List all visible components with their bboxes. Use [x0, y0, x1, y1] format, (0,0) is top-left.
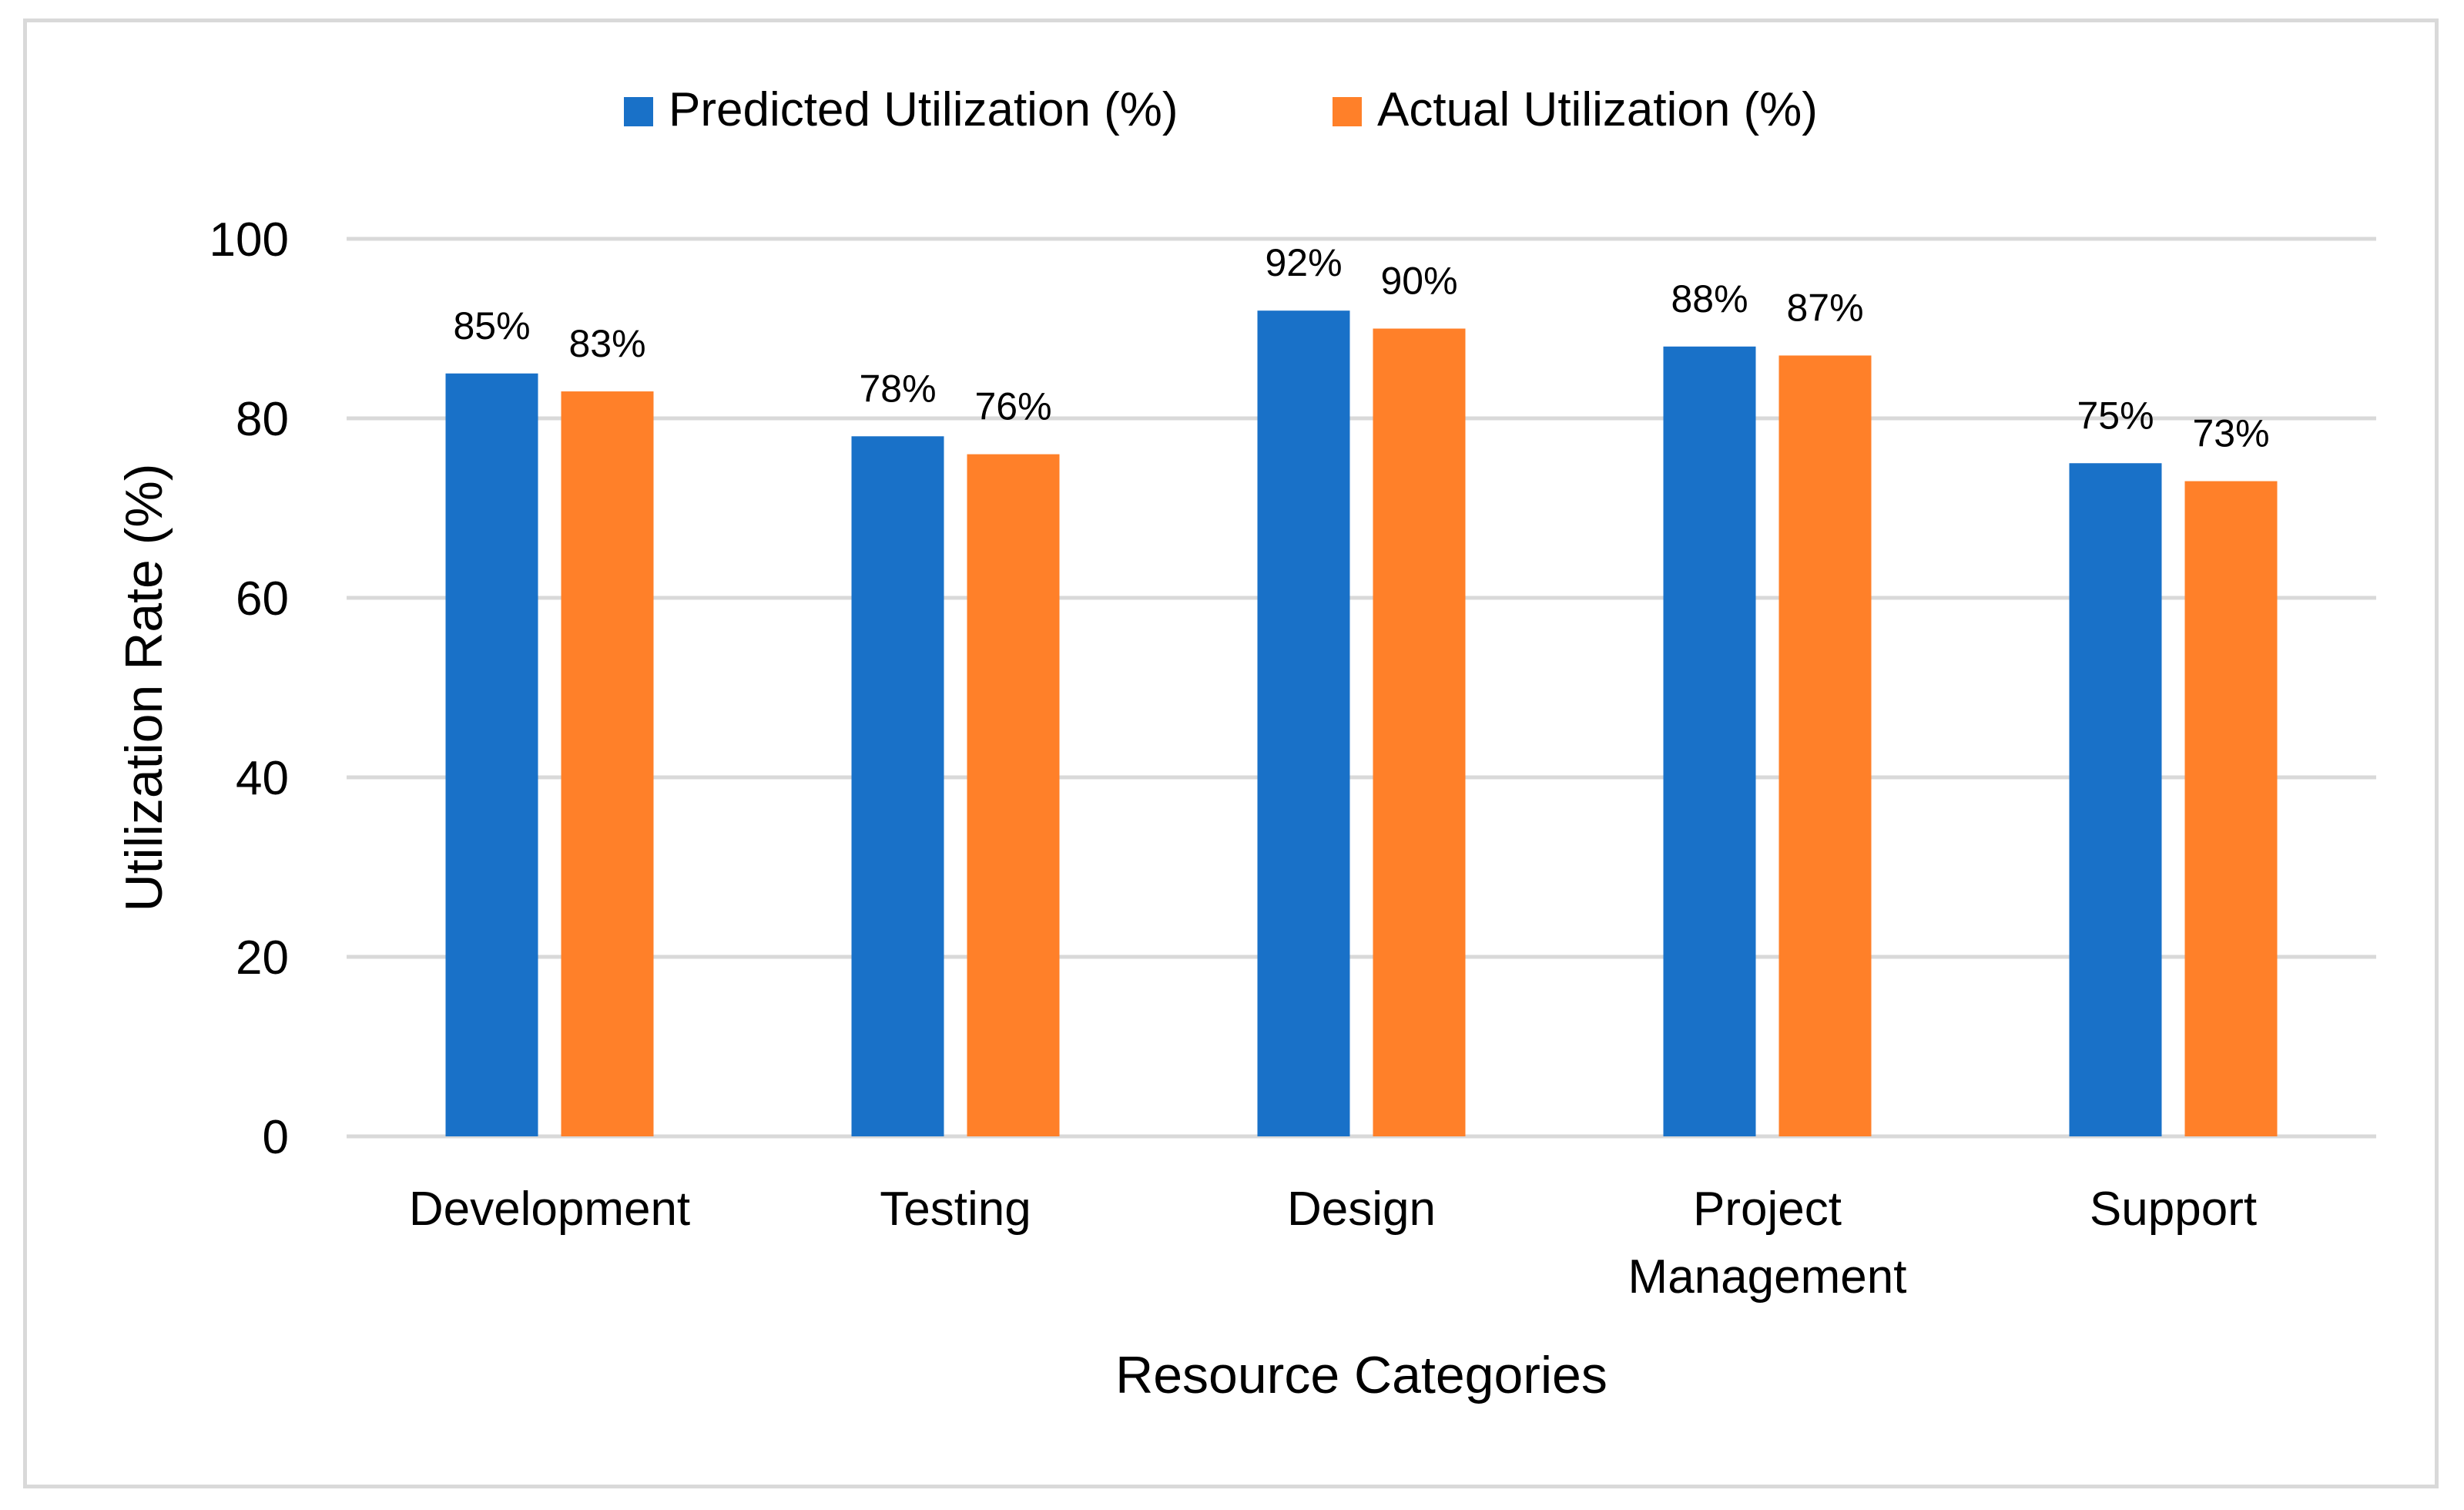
legend: Predicted Utilization (%) Actual Utilizat…: [624, 83, 1818, 136]
x-tick-label: Testing: [880, 1183, 1031, 1236]
x-tick-label: Development: [409, 1183, 690, 1236]
y-axis-ticks: 0 20 40 60 80 100: [210, 213, 289, 1164]
y-tick-label: 40: [236, 752, 289, 805]
data-label: 88%: [1671, 277, 1748, 320]
data-label: 85%: [453, 304, 530, 347]
legend-item-predicted-utilization: Predicted Utilization (%): [624, 83, 1178, 136]
x-axis-ticks: Development Testing Design Project Managemen…: [409, 1183, 2257, 1304]
data-label: 73%: [2192, 412, 2269, 455]
y-tick-label: 80: [236, 393, 289, 446]
bar-actual-utilization-design: [1373, 328, 1466, 1136]
bar-predicted-utilization-design: [1257, 310, 1350, 1137]
bar-predicted-utilization-project-management: [1663, 346, 1756, 1136]
data-label: 76%: [974, 385, 1051, 428]
bar-predicted-utilization-support: [2069, 463, 2162, 1136]
bars: [445, 310, 2278, 1137]
x-tick-label: Project Management: [1628, 1183, 1907, 1304]
gridlines: [347, 237, 2376, 1139]
bar-actual-utilization-testing: [967, 454, 1060, 1136]
legend-swatch: [1333, 97, 1362, 126]
legend-label: Actual Utilization (%): [1377, 83, 1818, 136]
legend-swatch: [624, 97, 653, 126]
legend-label: Predicted Utilization (%): [669, 83, 1178, 136]
x-tick-label: Design: [1287, 1183, 1436, 1236]
bar-predicted-utilization-testing: [851, 436, 944, 1136]
x-tick-label: Support: [2090, 1183, 2257, 1236]
data-label: 92%: [1265, 241, 1342, 284]
y-tick-label: 60: [236, 572, 289, 626]
bar-actual-utilization-project-management: [1778, 355, 1872, 1136]
x-axis-title: Resource Categories: [1115, 1346, 1607, 1404]
data-labels: 85% 78% 92% 88% 75% 83% 76% 90% 87% 73%: [453, 241, 2269, 455]
data-label: 78%: [859, 367, 936, 410]
bar-actual-utilization-support: [2184, 481, 2278, 1136]
chart-frame: [23, 18, 2439, 1488]
data-label: 75%: [2077, 394, 2154, 437]
data-label: 83%: [568, 322, 645, 365]
legend-item-actual-utilization: Actual Utilization (%): [1333, 83, 1818, 136]
y-tick-label: 20: [236, 931, 289, 985]
y-tick-label: 100: [210, 213, 289, 267]
bar-predicted-utilization-development: [445, 373, 538, 1136]
data-label: 87%: [1786, 286, 1863, 329]
data-label: 90%: [1380, 260, 1457, 303]
y-tick-label: 0: [263, 1111, 289, 1164]
y-axis-title: Utilization Rate (%): [115, 464, 173, 912]
bar-actual-utilization-development: [561, 391, 654, 1136]
